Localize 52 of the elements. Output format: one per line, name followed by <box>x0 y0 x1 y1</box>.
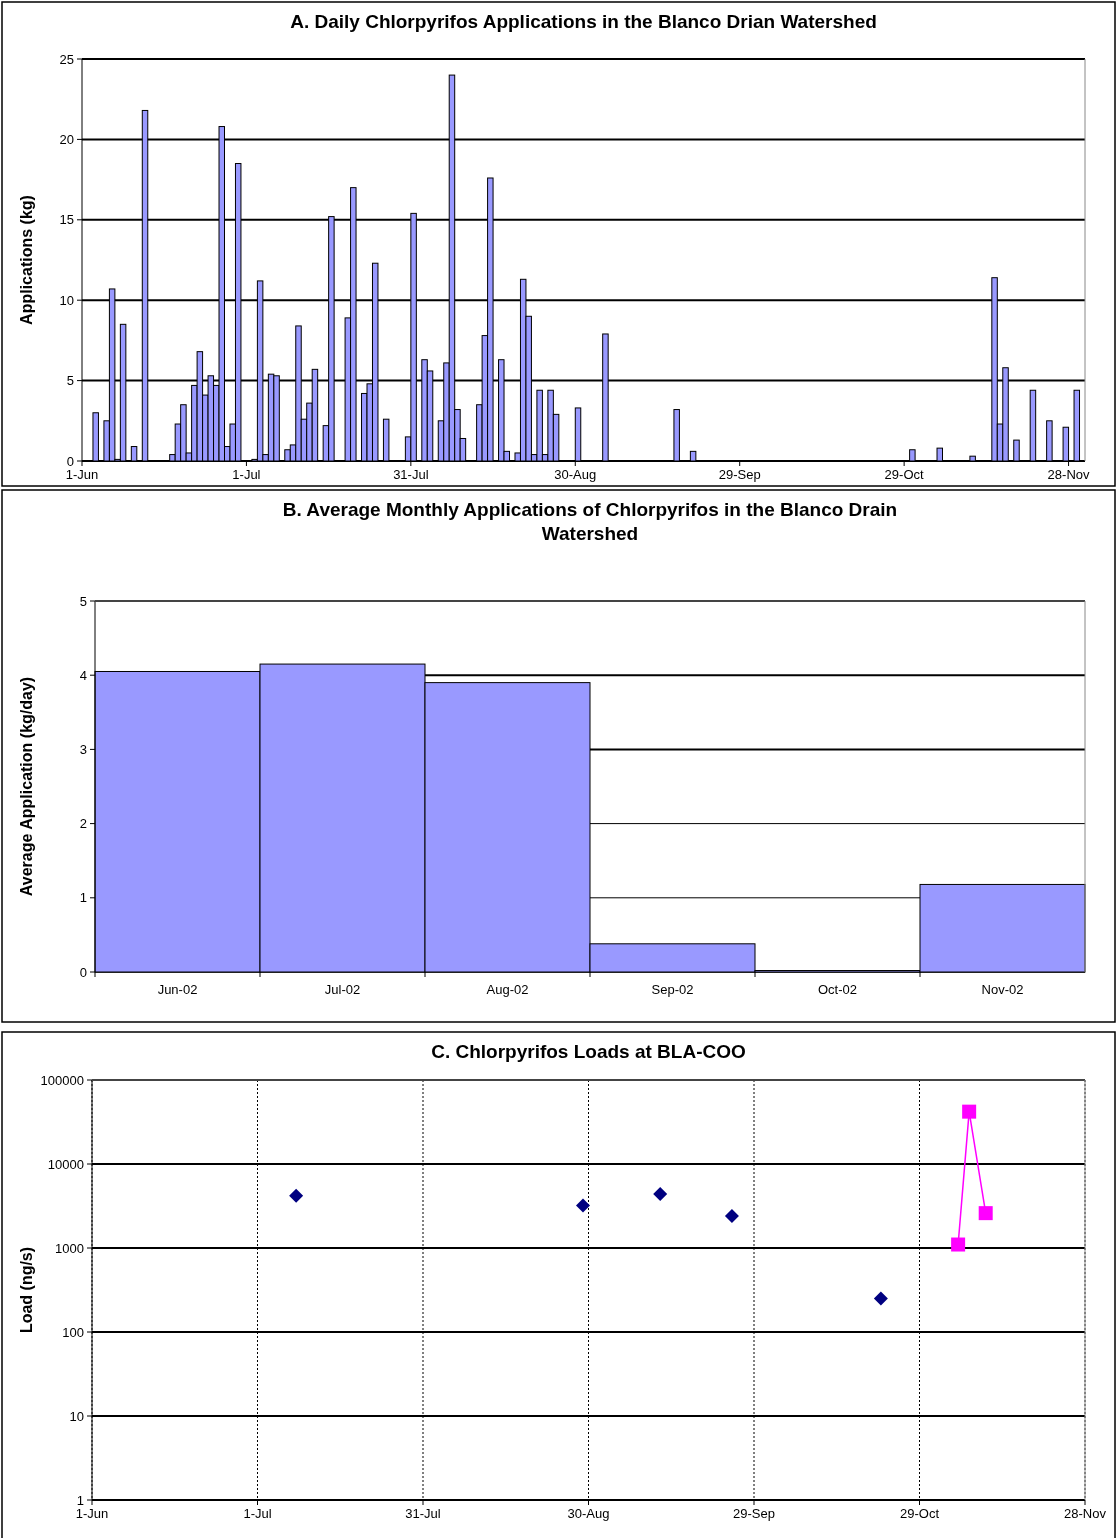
y-tick-label: 20 <box>59 131 74 147</box>
x-tick-label: Aug-02 <box>486 982 529 997</box>
y-tick-label: 4 <box>79 667 87 683</box>
x-tick-label: 30-Aug <box>554 467 597 482</box>
x-tick-label: Jul-02 <box>324 982 361 997</box>
x-tick-label: 28-Nov <box>1064 1506 1107 1521</box>
y-tick-label: 15 <box>59 212 74 228</box>
x-tick-label: 29-Sep <box>718 467 761 482</box>
y-tick-label: 3 <box>79 741 87 757</box>
x-tick-label: Oct-02 <box>817 982 858 997</box>
chart-title: A. Daily Chlorpyrifos Applications in the Blanco Drian Watershed <box>290 11 877 32</box>
y-axis-title: Average Application (kg/day) <box>18 676 35 897</box>
y-tick-label: 1000 <box>55 1240 84 1256</box>
y-tick-label: 10 <box>59 292 74 308</box>
y-tick-label: 1 <box>76 1492 84 1508</box>
y-tick-label: 5 <box>79 593 87 609</box>
x-tick-label: 29-Oct <box>884 467 925 482</box>
point <box>653 1186 668 1201</box>
point <box>873 1291 888 1306</box>
y-tick-label: 10000 <box>47 1156 84 1172</box>
x-tick-label: 31-Jul <box>393 467 429 482</box>
y-axis-title: Applications (kg) <box>18 195 35 325</box>
x-tick-label: 30-Aug <box>567 1506 610 1521</box>
y-tick-label: 25 <box>59 51 74 67</box>
y-tick-label: 0 <box>79 964 87 980</box>
point <box>962 1104 977 1119</box>
y-tick-label: 0 <box>66 453 74 469</box>
x-tick-label: 1-Jul <box>243 1506 272 1521</box>
point <box>978 1206 993 1221</box>
x-tick-label: 31-Jul <box>405 1506 441 1521</box>
x-tick-label: 1-Jul <box>232 467 261 482</box>
x-tick-label: Sep-02 <box>651 982 694 997</box>
x-tick-label: 1-Jun <box>65 467 99 482</box>
chart-title: B. Average Monthly Applications of Chlorpyrifos in the Blanco Drain Watershed <box>282 499 898 544</box>
y-tick-label: 100 <box>62 1324 84 1340</box>
y-tick-label: 100000 <box>40 1072 84 1088</box>
y-tick-label: 10 <box>69 1408 84 1424</box>
chart-title: C. Chlorpyrifos Loads at BLA-COO <box>431 1041 746 1062</box>
y-tick-label: 1 <box>79 890 87 906</box>
point <box>289 1188 304 1203</box>
y-axis-title: Load (ng/s) <box>18 1246 35 1334</box>
x-tick-label: 1-Jun <box>75 1506 109 1521</box>
point <box>724 1209 739 1224</box>
y-tick-label: 5 <box>66 373 74 389</box>
point <box>951 1237 966 1252</box>
x-tick-label: 29-Oct <box>899 1506 940 1521</box>
x-tick-label: Nov-02 <box>981 982 1024 997</box>
point <box>575 1198 590 1213</box>
y-tick-label: 2 <box>79 816 87 832</box>
x-tick-label: 29-Sep <box>733 1506 775 1521</box>
x-tick-label: Jun-02 <box>157 982 198 997</box>
x-tick-label: 28-Nov <box>1047 467 1090 482</box>
